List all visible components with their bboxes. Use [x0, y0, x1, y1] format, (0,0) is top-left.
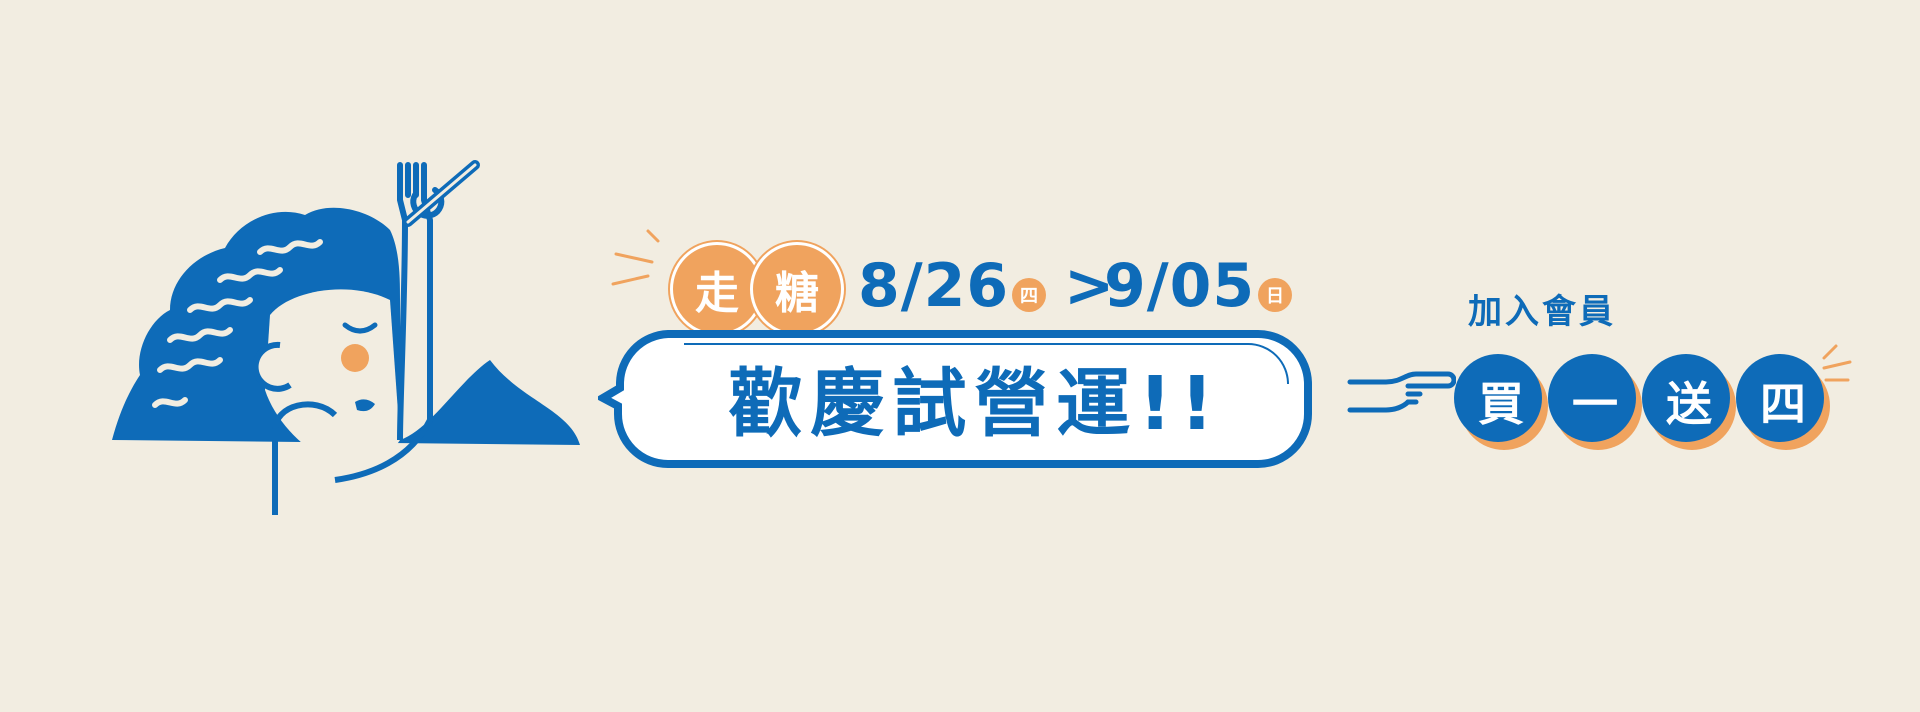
brand-char-1: 走	[670, 242, 764, 336]
end-date: 9/05	[1104, 251, 1256, 321]
offer-char-3: 送	[1666, 377, 1712, 431]
offer-char-2: 一	[1572, 377, 1618, 431]
headline: 歡慶試營運!!	[728, 360, 1222, 447]
speech-bubble	[598, 330, 1312, 468]
start-day-badge: 四	[1012, 278, 1046, 312]
cheek-blush	[341, 344, 369, 372]
member-label: 加入會員	[1468, 292, 1616, 332]
offer-char-4: 四	[1760, 377, 1806, 431]
sparkle-lines-right	[1822, 344, 1852, 382]
start-date: 8/26	[858, 251, 1010, 321]
offer-badge-4: 四	[1734, 352, 1832, 450]
sparkle-lines-left	[611, 229, 660, 286]
brand-char-2: 糖	[750, 242, 844, 336]
offer-badge-3: 送	[1640, 352, 1738, 450]
offer-badge-1: 買	[1452, 352, 1550, 450]
pointing-hand-icon	[1347, 371, 1456, 413]
face-shape	[265, 289, 400, 469]
end-day-badge: 日	[1258, 278, 1292, 312]
offer-badge-2: 一	[1546, 352, 1644, 450]
date-separator: >	[1064, 251, 1116, 321]
woman-with-fork-illustration	[112, 160, 580, 515]
offer-char-1: 買	[1478, 377, 1524, 431]
